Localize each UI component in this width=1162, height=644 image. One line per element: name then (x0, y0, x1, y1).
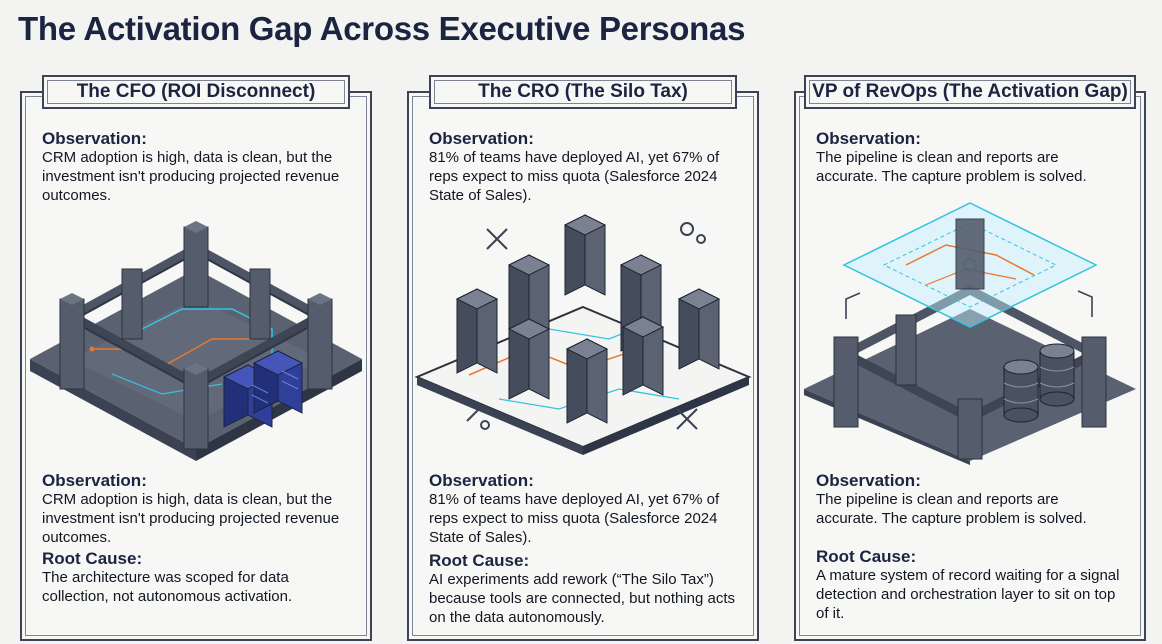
cro-observation-label: Observation: (429, 471, 534, 490)
revops-observation-label: Observation: (816, 471, 921, 490)
cfo-root-cause: Root Cause: The architecture was scoped … (42, 549, 356, 606)
cro-top-observation-label: Observation: (429, 129, 534, 148)
cfo-panel-header: The CFO (ROI Disconnect) (42, 75, 350, 109)
disconnected-servers-icon (414, 214, 752, 455)
revops-root-cause: Root Cause: A mature system of record wa… (816, 547, 1130, 623)
cro-top-observation-text: 81% of teams have deployed AI, yet 67% o… (429, 149, 720, 204)
cfo-observation-text: CRM adoption is high, data is clean, but… (42, 491, 340, 546)
holographic-platform-icon (804, 202, 1136, 465)
page-title: The Activation Gap Across Executive Pers… (18, 10, 746, 47)
cfo-top-observation: Observation: CRM adoption is high, data … (42, 129, 356, 205)
revops-panel: VP of RevOps (The Activation Gap) Observ… (794, 75, 1146, 641)
cro-panel: The CRO (The Silo Tax) Observation: 81% … (407, 75, 759, 641)
cfo-top-observation-label: Observation: (42, 129, 147, 148)
revops-root-cause-text: A mature system of record waiting for a … (816, 567, 1120, 622)
revops-top-observation-label: Observation: (816, 129, 921, 148)
revops-observation: Observation: The pipeline is clean and r… (816, 471, 1130, 528)
cro-root-cause-text: AI experiments add rework (“The Silo Tax… (429, 571, 736, 626)
revops-top-observation-text: The pipeline is clean and reports are ac… (816, 149, 1087, 185)
cro-observation-text: 81% of teams have deployed AI, yet 67% o… (429, 491, 720, 546)
revops-observation-text: The pipeline is clean and reports are ac… (816, 491, 1087, 527)
cro-root-cause-label: Root Cause: (429, 551, 530, 570)
pillared-platform-icon (30, 221, 362, 461)
cro-observation: Observation: 81% of teams have deployed … (429, 471, 743, 547)
cfo-root-cause-text: The architecture was scoped for data col… (42, 569, 293, 605)
cfo-observation: Observation: CRM adoption is high, data … (42, 471, 356, 547)
cfo-panel: The CFO (ROI Disconnect) Observation: CR… (20, 75, 372, 641)
cro-panel-header: The CRO (The Silo Tax) (429, 75, 737, 109)
cfo-observation-label: Observation: (42, 471, 147, 490)
cro-top-observation: Observation: 81% of teams have deployed … (429, 129, 743, 205)
cro-root-cause: Root Cause: AI experiments add rework (“… (429, 551, 743, 627)
revops-top-observation: Observation: The pipeline is clean and r… (816, 129, 1130, 186)
cfo-root-cause-label: Root Cause: (42, 549, 143, 568)
revops-root-cause-label: Root Cause: (816, 547, 917, 566)
revops-panel-header: VP of RevOps (The Activation Gap) (804, 75, 1136, 109)
cfo-top-observation-text: CRM adoption is high, data is clean, but… (42, 149, 340, 204)
